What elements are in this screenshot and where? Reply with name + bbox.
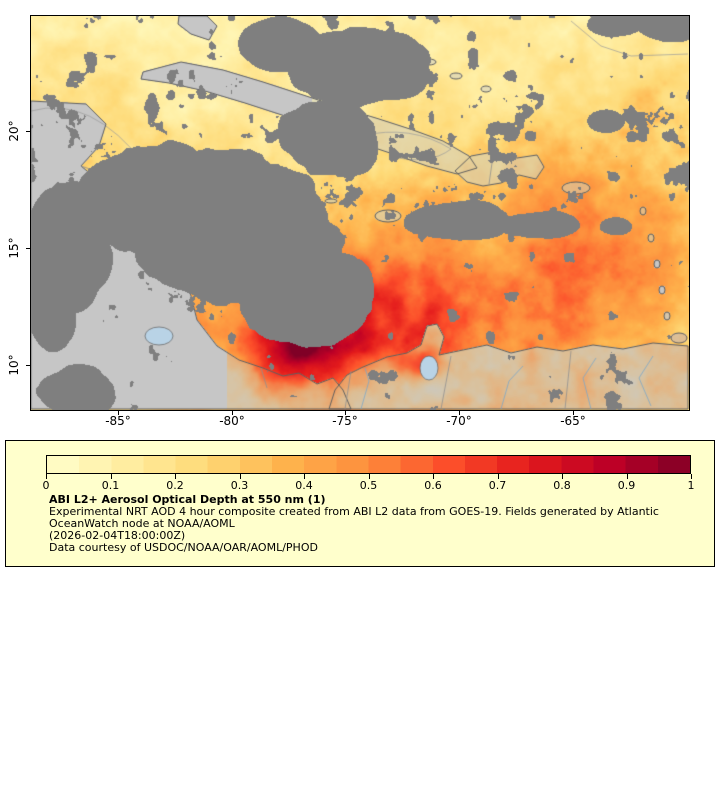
colorbar-tick-label: 0.1	[101, 479, 120, 492]
colorbar-tick-mark	[433, 474, 434, 479]
map-frame	[30, 15, 690, 411]
lat-tick-label-10: 10°	[7, 354, 21, 376]
colorbar-tick-label: 0.2	[166, 479, 184, 492]
lon-tick-label-75w: -75°	[332, 414, 358, 428]
colorbar-tick-mark	[562, 474, 563, 479]
colorbar-labels: 0 0.1 0.2 0.3 0.4 0.5 0.6 0.7 0.8 0.9 1	[42, 479, 695, 492]
axis-tick	[26, 365, 30, 366]
axis-tick	[345, 411, 346, 415]
aod-map-canvas	[31, 16, 689, 410]
legend-text-block: ABI L2+ Aerosol Optical Depth at 550 nm …	[49, 494, 659, 554]
axis-tick	[26, 131, 30, 132]
legend-description-line1: Experimental NRT AOD 4 hour composite cr…	[49, 505, 659, 518]
colorbar-tick-label: 0.6	[424, 479, 442, 492]
legend-panel: 0 0.1 0.2 0.3 0.4 0.5 0.6 0.7 0.8 0.9 1 …	[5, 440, 715, 567]
colorbar-tick-mark	[691, 474, 692, 479]
colorbar-tick-label: 0.4	[295, 479, 313, 492]
axis-tick	[118, 411, 119, 415]
legend-title: ABI L2+ Aerosol Optical Depth at 550 nm …	[49, 493, 326, 506]
colorbar-tick-label: 0.9	[617, 479, 636, 492]
colorbar-tick-mark	[497, 474, 499, 479]
colorbar-tick-label: 0.7	[488, 479, 507, 492]
lon-tick-label-65w: -65°	[560, 414, 586, 428]
colorbar-ticks	[46, 474, 692, 479]
lat-tick-label-15: 15°	[7, 237, 21, 259]
colorbar	[46, 455, 691, 474]
colorbar-tick-mark	[368, 474, 370, 479]
colorbar-tick-mark	[304, 474, 305, 479]
colorbar-tick-label: 0	[42, 479, 50, 492]
colorbar-tick-mark	[110, 474, 112, 479]
colorbar-tick-mark	[626, 474, 628, 479]
lon-tick-label-70w: -70°	[446, 414, 472, 428]
colorbar-tick-label: 0.8	[553, 479, 571, 492]
axis-tick	[26, 248, 30, 249]
colorbar-tick-mark	[46, 474, 47, 479]
axis-tick	[232, 411, 233, 415]
lat-tick-label-20: 20°	[7, 120, 21, 142]
lon-tick-label-85w: -85°	[105, 414, 131, 428]
lon-tick-label-80w: -80°	[219, 414, 245, 428]
colorbar-tick-label: 0.3	[230, 479, 249, 492]
colorbar-tick-mark	[175, 474, 176, 479]
axis-tick	[573, 411, 574, 415]
colorbar-tick-mark	[239, 474, 241, 479]
legend-credit: Data courtesy of USDOC/NOAA/OAR/AOML/PHO…	[49, 541, 318, 554]
colorbar-tick-label: 0.5	[359, 479, 378, 492]
axis-tick	[459, 411, 460, 415]
legend-timestamp: (2026-02-04T18:00:00Z)	[49, 529, 186, 542]
colorbar-tick-label: 1	[687, 479, 695, 492]
legend-description-line2: OceanWatch node at NOAA/AOML	[49, 517, 235, 530]
